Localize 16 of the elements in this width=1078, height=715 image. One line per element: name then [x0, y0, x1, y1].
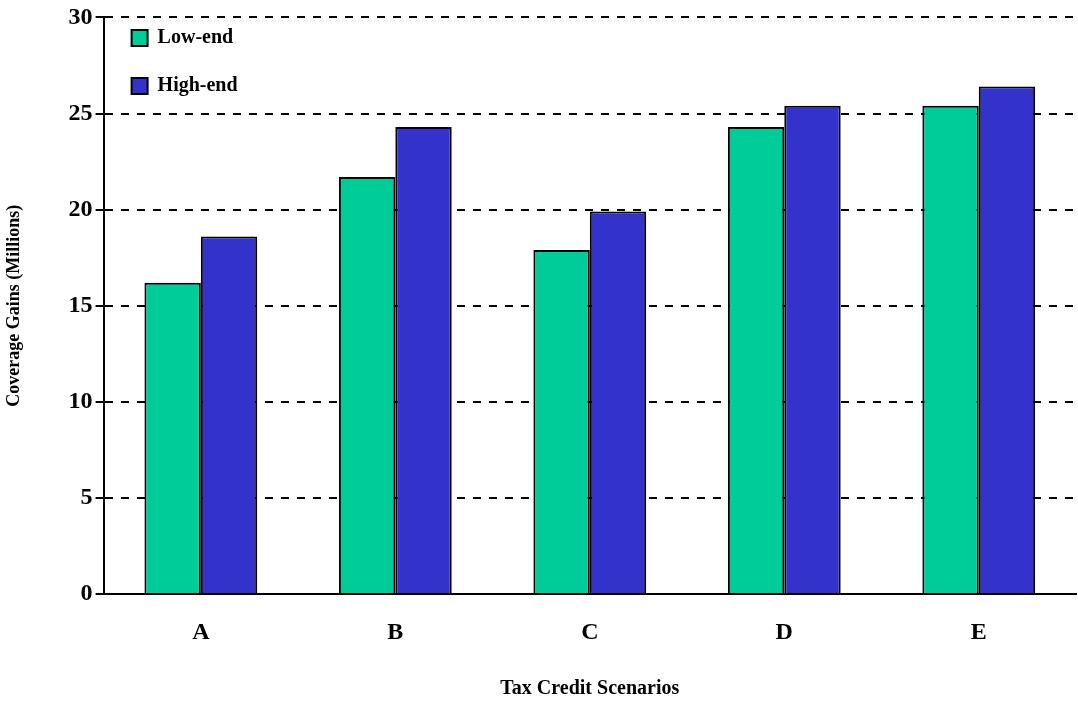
- x-tick-label: B: [387, 617, 404, 644]
- x-axis-title: Tax Credit Scenarios: [500, 676, 680, 699]
- y-tick-label: 25: [68, 98, 93, 125]
- y-tick-label: 10: [68, 387, 93, 414]
- y-tick-label: 0: [80, 579, 93, 606]
- y-tick-label: 5: [80, 483, 93, 510]
- x-tick-label: A: [192, 617, 211, 644]
- x-tick-label: E: [970, 617, 987, 644]
- y-axis-title: Coverage Gains (Millions): [3, 204, 25, 407]
- y-tick-label: 30: [68, 2, 93, 29]
- x-tick-label: D: [775, 617, 793, 644]
- legend-label: High-end: [157, 73, 238, 97]
- y-tick-label: 15: [68, 291, 93, 317]
- legend-label: Low-end: [157, 25, 234, 48]
- y-tick-label: 20: [68, 194, 93, 221]
- x-tick-label: C: [581, 617, 599, 644]
